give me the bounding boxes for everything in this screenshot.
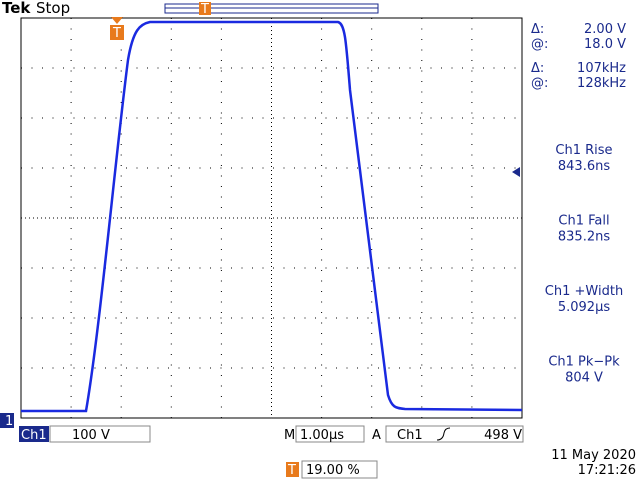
trigger-position: 19.00 % [306,463,360,478]
measurement-value: 835.2ns [558,230,610,245]
position-box [301,460,378,479]
status: Stop [36,0,70,17]
trigger-source: Ch1 [397,428,423,443]
channel-marker-bg [0,413,14,428]
trigger-pos-bg [110,25,124,40]
cursor-value: 128kHz [577,76,626,91]
measurement-value: 843.6ns [558,159,610,174]
measurement-name: Ch1 Rise [555,143,612,158]
time: 17:21:26 [578,463,636,478]
measurement-name: Ch1 Fall [558,214,609,229]
position-marker-bg [286,462,299,477]
readouts: Δ: 2.00 V @: 18.0 V Δ: 107kHz @: 128kHz Ch1 Rise… [531,22,626,386]
waveform [21,20,523,413]
position-marker: T [287,463,296,478]
trigger-mode: A [372,428,381,443]
slope-icon [436,427,451,441]
graticule [20,17,523,419]
cursor-symbol: @: [531,37,548,52]
cursor-value: 107kHz [577,61,626,76]
scale-box [49,425,151,443]
trigger-box [385,425,524,443]
cursor-value: 18.0 V [584,37,626,52]
channel-marker: 1 [5,414,13,429]
measurement-name: Ch1 Pk−Pk [548,355,620,370]
cursor-symbol: @: [531,76,548,91]
measurement-value: 804 V [565,371,603,386]
timebase: 1.00µs [300,428,344,443]
timebase-box [295,425,365,443]
timebase-label: M [284,428,295,443]
level-marker [512,167,520,177]
cursor-value: 2.00 V [584,22,626,37]
brand: Tek [2,0,31,17]
measurement-name: Ch1 +Width [545,284,623,299]
channel: Ch1 [21,428,47,443]
trigger-arrow [111,17,123,24]
date: 11 May 2020 [551,448,636,463]
channel-box [19,426,49,442]
trigger-pos: T [112,26,121,41]
scale: 100 V [72,428,110,443]
measurement-value: 5.092µs [558,300,610,315]
cursor-symbol: Δ: [531,61,544,76]
trigger-marker-bg [199,2,211,15]
trigger-level: 498 V [484,428,522,443]
trigger-marker: T [200,2,209,17]
cursor-symbol: Δ: [531,22,544,37]
